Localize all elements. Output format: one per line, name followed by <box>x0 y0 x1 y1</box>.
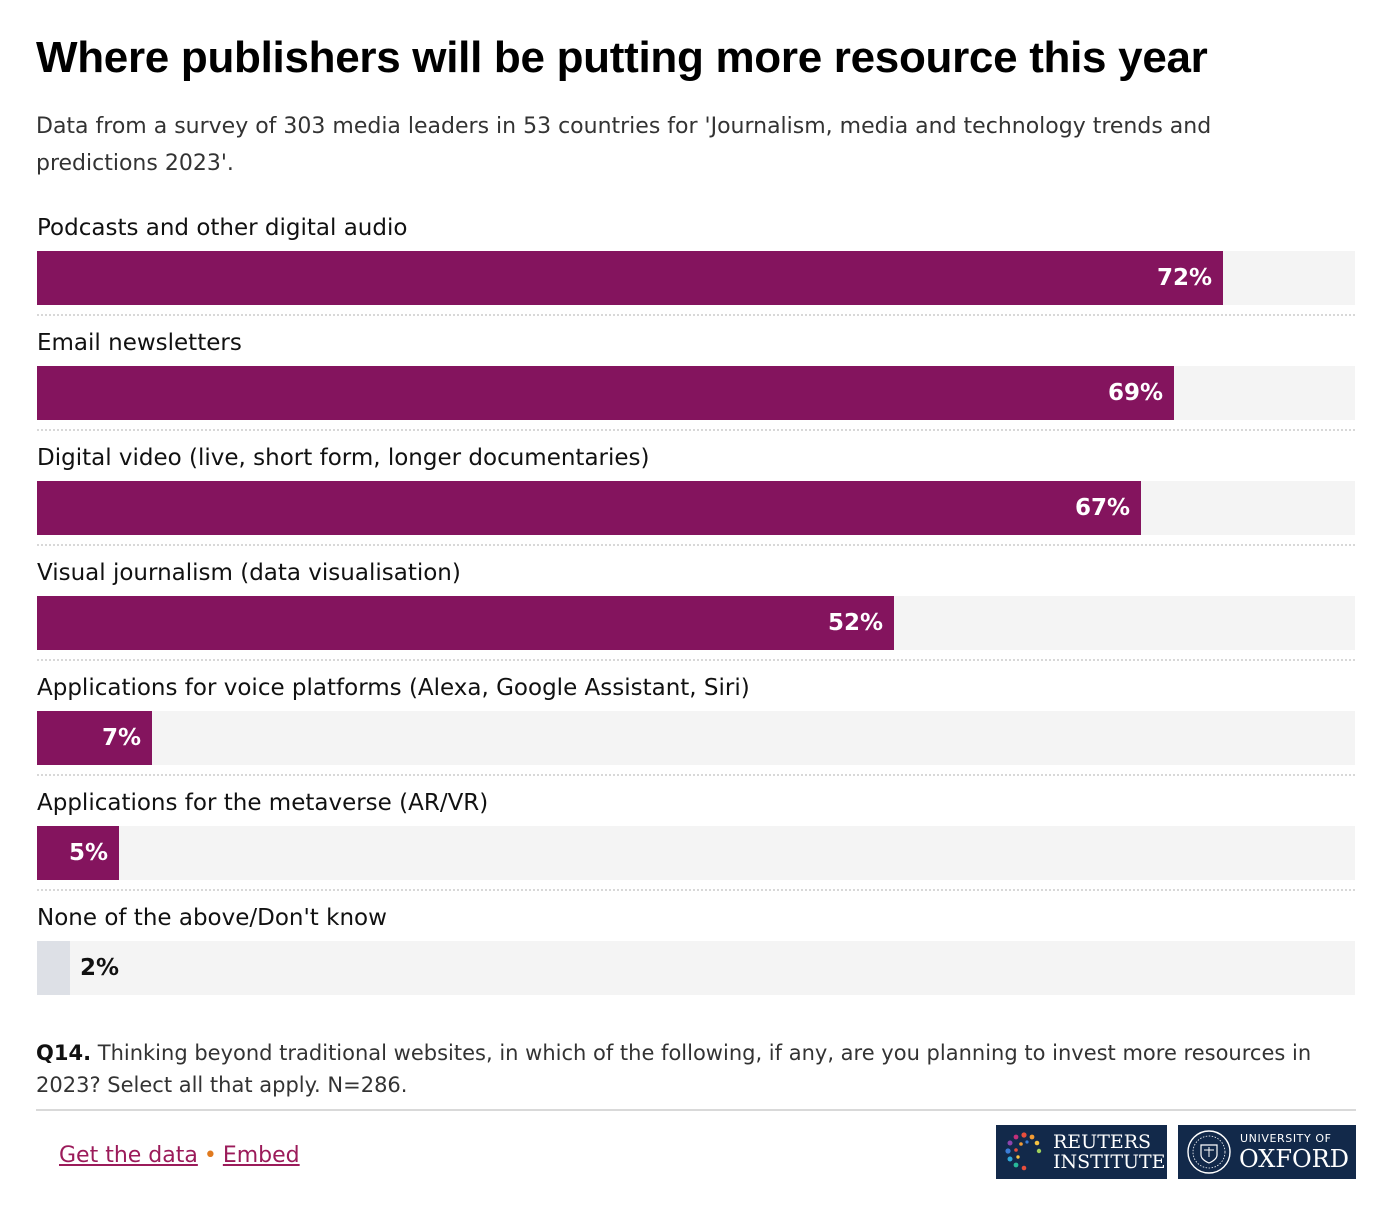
footer-divider <box>36 1109 1356 1111</box>
reuters-line1: REUTERS <box>1053 1131 1152 1153</box>
category-label: None of the above/Don't know <box>37 905 387 931</box>
value-label: 72% <box>1156 265 1212 291</box>
value-label: 52% <box>827 610 883 636</box>
bar-track: 52% <box>37 596 1355 650</box>
category-label: Podcasts and other digital audio <box>37 215 408 241</box>
oxford-crest-icon <box>1187 1130 1231 1174</box>
bar[interactable] <box>37 251 1223 305</box>
bar-row: Podcasts and other digital audio 72% <box>37 208 1355 323</box>
reuters-line2: INSTITUTE <box>1053 1151 1166 1173</box>
category-label: Visual journalism (data visualisation) <box>37 560 461 586</box>
bar-track: 72% <box>37 251 1355 305</box>
link-separator: • <box>203 1143 217 1168</box>
value-label: 2% <box>80 955 120 981</box>
chart-title: Where publishers will be putting more re… <box>36 33 1208 82</box>
bar[interactable] <box>37 366 1174 420</box>
bar[interactable] <box>37 596 894 650</box>
bar-row: None of the above/Don't know 2% <box>37 898 1355 1013</box>
bar-track: 2% <box>37 941 1355 995</box>
category-label: Applications for the metaverse (AR/VR) <box>37 790 489 816</box>
value-label: 5% <box>68 840 108 866</box>
bar[interactable] <box>37 941 70 995</box>
bar-row: Applications for voice platforms (Alexa,… <box>37 668 1355 783</box>
get-the-data-link[interactable]: Get the data <box>59 1143 198 1168</box>
question-label: Q14. <box>36 1041 92 1065</box>
bar-row: Visual journalism (data visualisation) 52… <box>37 553 1355 668</box>
oxford-line2: OXFORD <box>1239 1145 1349 1173</box>
survey-question-note: Q14. Thinking beyond traditional website… <box>36 1037 1336 1101</box>
bar-track: 5% <box>37 826 1355 880</box>
row-divider <box>37 774 1355 776</box>
category-label: Email newsletters <box>37 330 242 356</box>
row-divider <box>37 429 1355 431</box>
question-text: Thinking beyond traditional websites, in… <box>36 1041 1312 1097</box>
bar-row: Digital video (live, short form, longer … <box>37 438 1355 553</box>
oxford-line1: UNIVERSITY OF <box>1240 1132 1332 1145</box>
university-of-oxford-logo[interactable]: UNIVERSITY OF OXFORD <box>1178 1125 1356 1179</box>
row-divider <box>37 544 1355 546</box>
bar[interactable] <box>37 826 119 880</box>
value-label: 67% <box>1074 495 1130 521</box>
bar-track: 69% <box>37 366 1355 420</box>
bar-row: Email newsletters 69% <box>37 323 1355 438</box>
reuters-dots-icon <box>1005 1132 1042 1171</box>
bar-chart: Podcasts and other digital audio 72% Email… <box>37 208 1355 1013</box>
bar-track: 7% <box>37 711 1355 765</box>
reuters-institute-logo[interactable]: REUTERS INSTITUTE <box>996 1125 1167 1179</box>
bar[interactable] <box>37 711 152 765</box>
category-label: Applications for voice platforms (Alexa,… <box>37 675 750 701</box>
bar-row: Applications for the metaverse (AR/VR) 5% <box>37 783 1355 898</box>
row-divider <box>37 889 1355 891</box>
category-label: Digital video (live, short form, longer … <box>37 445 650 471</box>
chart-subtitle: Data from a survey of 303 media leaders … <box>36 114 1212 176</box>
value-label: 7% <box>101 725 141 751</box>
footer-links: Get the data • Embed <box>59 1138 300 1174</box>
bar-track: 67% <box>37 481 1355 535</box>
embed-link[interactable]: Embed <box>222 1143 300 1168</box>
value-label: 69% <box>1107 380 1163 406</box>
row-divider <box>37 314 1355 316</box>
bar[interactable] <box>37 481 1141 535</box>
row-divider <box>37 659 1355 661</box>
